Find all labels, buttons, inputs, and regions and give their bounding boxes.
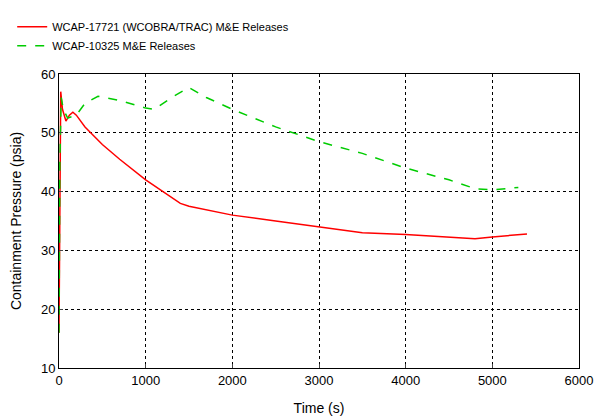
svg-text:5000: 5000 [478, 373, 507, 388]
svg-text:6000: 6000 [565, 373, 594, 388]
svg-text:Containment Pressure (psia): Containment Pressure (psia) [8, 132, 24, 310]
svg-text:1000: 1000 [131, 373, 160, 388]
svg-text:4000: 4000 [391, 373, 420, 388]
svg-text:40: 40 [41, 184, 55, 199]
svg-text:50: 50 [41, 125, 55, 140]
svg-text:2000: 2000 [218, 373, 247, 388]
svg-text:WCAP-17721 (WCOBRA/TRAC) M&E R: WCAP-17721 (WCOBRA/TRAC) M&E Releases [52, 21, 288, 33]
svg-text:20: 20 [41, 302, 55, 317]
svg-text:60: 60 [41, 67, 55, 82]
svg-text:3000: 3000 [305, 373, 334, 388]
svg-text:30: 30 [41, 243, 55, 258]
svg-text:Time (s): Time (s) [294, 400, 345, 416]
svg-text:10: 10 [41, 361, 55, 376]
svg-text:WCAP-10325 M&E Releases: WCAP-10325 M&E Releases [52, 40, 196, 52]
svg-text:0: 0 [55, 373, 62, 388]
